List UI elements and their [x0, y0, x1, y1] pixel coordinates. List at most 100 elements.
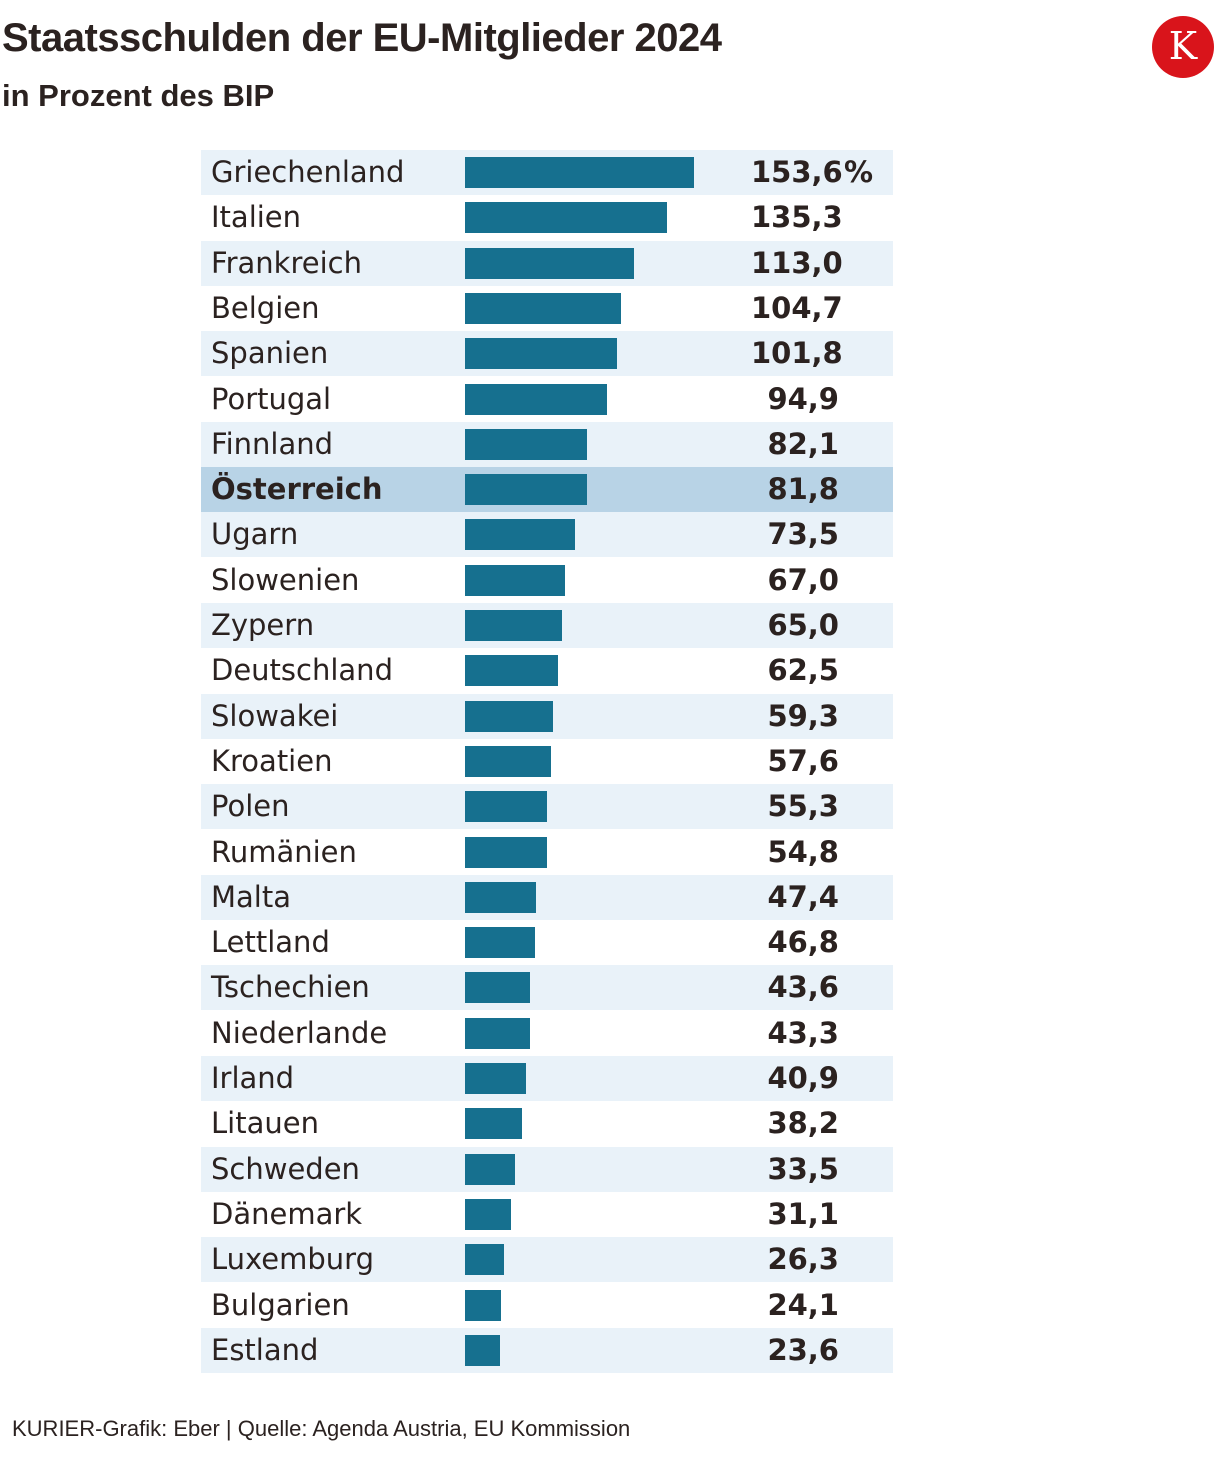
- category-label: Portugal: [211, 381, 332, 416]
- value-label: 26,3: [767, 1242, 839, 1277]
- category-label: Italien: [211, 200, 302, 235]
- chart-row: Spanien 101,8: [201, 331, 893, 377]
- value-label: 73,5: [767, 517, 839, 552]
- value-label: 33,5: [767, 1151, 839, 1186]
- chart-row: Estland 23,6: [201, 1327, 893, 1373]
- bar: [465, 383, 607, 415]
- value-label: 31,1: [767, 1196, 839, 1231]
- category-label: Rumänien: [211, 834, 357, 869]
- chart-row: Portugal 94,9: [201, 377, 893, 422]
- value-label: 38,2: [767, 1106, 839, 1141]
- value-label: 153,6: [751, 155, 843, 189]
- bar: [465, 202, 667, 234]
- bar: [465, 791, 548, 823]
- chart-row: Schweden 33,5: [201, 1146, 893, 1192]
- logo-letter: K: [1168, 24, 1198, 68]
- category-label: Lettland: [211, 925, 330, 960]
- category-label: Luxemburg: [211, 1242, 374, 1277]
- category-label: Litauen: [211, 1106, 319, 1141]
- bar: [465, 292, 622, 324]
- value-label: 135,3: [751, 200, 843, 235]
- bar: [465, 1063, 526, 1094]
- value-label: 23,6: [767, 1332, 839, 1367]
- chart-row: Griechenland 153,6%: [201, 150, 893, 195]
- bar: [465, 881, 536, 913]
- bar: [465, 1244, 505, 1276]
- chart-subtitle: in Prozent des BIP: [2, 78, 275, 113]
- bar: [465, 1334, 501, 1366]
- chart-row: Kroatien 57,6: [201, 739, 893, 784]
- chart-row: Bulgarien 24,1: [201, 1283, 893, 1328]
- value-label: 67,0: [767, 562, 839, 597]
- value-label: 24,1: [767, 1287, 839, 1322]
- bar: [465, 338, 617, 370]
- category-label: Deutschland: [211, 653, 393, 688]
- bar: [465, 1289, 501, 1321]
- bar: [465, 927, 535, 959]
- chart-row: Belgien 104,7: [201, 286, 893, 331]
- chart-row: Luxemburg 26,3: [201, 1237, 893, 1283]
- value-label: 40,9: [767, 1061, 839, 1095]
- bar: [465, 428, 588, 460]
- bar: [465, 972, 530, 1004]
- value-label: 82,1: [767, 426, 839, 461]
- value-label: 101,8: [751, 336, 843, 371]
- category-label: Slowenien: [211, 562, 360, 597]
- bar: [465, 247, 634, 279]
- category-label: Spanien: [211, 336, 329, 371]
- bar: [465, 700, 554, 732]
- category-label: Österreich: [211, 472, 383, 507]
- category-label: Frankreich: [211, 245, 362, 280]
- value-label: 81,8: [767, 472, 839, 507]
- bar: [465, 1108, 522, 1140]
- category-label: Zypern: [211, 608, 315, 642]
- chart-row: Slowenien 67,0: [201, 558, 893, 603]
- bar: [465, 655, 559, 687]
- kurier-logo: K: [1152, 16, 1214, 78]
- value-label: 54,8: [767, 834, 839, 869]
- chart-row: Niederlande 43,3: [201, 1011, 893, 1056]
- category-label: Finnland: [211, 426, 334, 461]
- value-label: 94,9: [767, 381, 839, 416]
- category-label: Polen: [211, 789, 290, 824]
- chart-row: Italien 135,3: [201, 195, 893, 240]
- bar-chart: Griechenland 153,6% Italien 135,3 Frankreich…: [201, 150, 893, 1373]
- chart-row: Frankreich 113,0: [201, 240, 893, 286]
- category-label: Bulgarien: [211, 1287, 350, 1322]
- category-label: Kroatien: [211, 743, 333, 778]
- bar: [465, 610, 562, 641]
- chart-row: Malta 47,4: [201, 874, 893, 920]
- chart-row: Dänemark 31,1: [201, 1192, 893, 1237]
- value-label: 104,7: [751, 290, 843, 325]
- category-label: Slowakei: [211, 698, 339, 733]
- value-label: 47,4: [767, 879, 839, 914]
- value-label: 43,6: [767, 970, 839, 1005]
- bar: [465, 1153, 515, 1185]
- chart-row: Finnland 82,1: [201, 421, 893, 467]
- bar: [465, 474, 587, 506]
- chart-row: Rumänien 54,8: [201, 830, 893, 875]
- chart-row: Irland 40,9: [201, 1056, 893, 1101]
- bar: [465, 745, 551, 777]
- category-label: Ugarn: [211, 517, 299, 552]
- chart-row: Litauen 38,2: [201, 1101, 893, 1146]
- bar: [465, 157, 694, 188]
- chart-row: Österreich 81,8: [201, 467, 893, 513]
- bar: [465, 1017, 530, 1049]
- chart-row: Lettland 46,8: [201, 920, 893, 965]
- value-label: 57,6: [767, 743, 839, 778]
- value-label: 59,3: [767, 698, 839, 733]
- chart-row: Zypern 65,0: [201, 603, 893, 648]
- chart-title: Staatsschulden der EU-Mitglieder 2024: [2, 16, 722, 60]
- bar: [465, 564, 565, 596]
- source-note: KURIER-Grafik: Eber | Quelle: Agenda Aus…: [12, 1416, 631, 1441]
- category-label: Griechenland: [211, 155, 405, 189]
- category-label: Belgien: [211, 290, 320, 325]
- category-label: Dänemark: [211, 1196, 363, 1231]
- category-label: Tschechien: [211, 970, 370, 1005]
- category-label: Irland: [211, 1061, 295, 1095]
- value-label: 62,5: [767, 653, 839, 688]
- chart-row: Ugarn 73,5: [201, 512, 893, 558]
- category-label: Schweden: [211, 1151, 360, 1186]
- category-label: Estland: [211, 1332, 319, 1367]
